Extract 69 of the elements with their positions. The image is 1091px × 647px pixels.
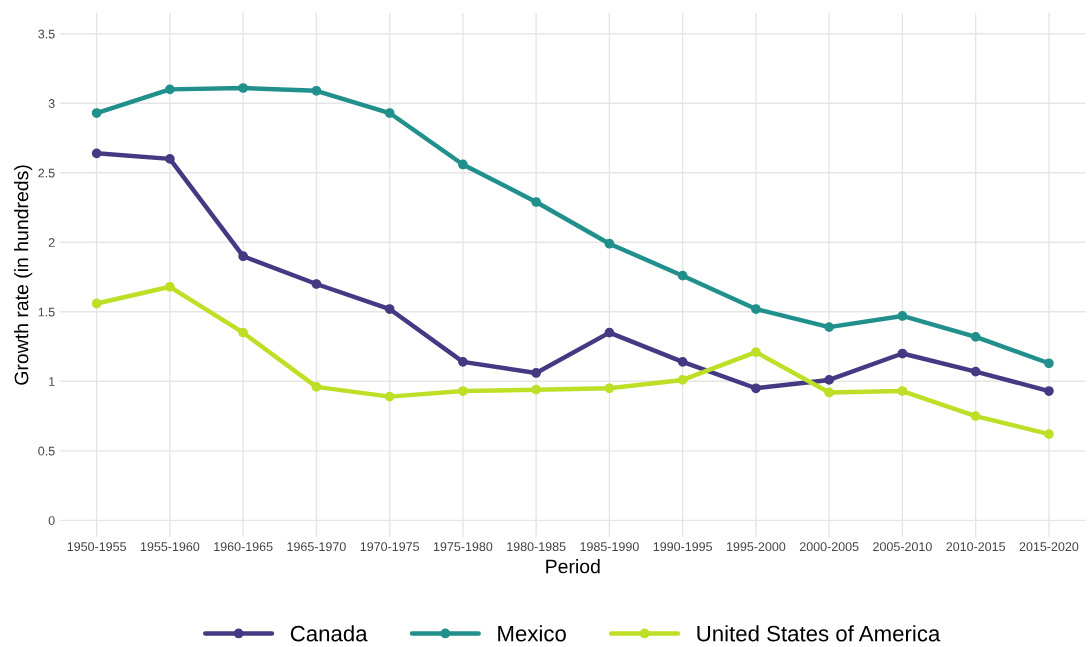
y-tick-label: 1.5 [38,307,55,317]
point [677,375,688,385]
point [238,251,248,262]
point [384,391,395,402]
point [311,85,322,96]
point [238,83,248,93]
y-tick-label: 3.5 [38,29,55,39]
point [897,386,908,396]
legend-label: Mexico [498,625,566,642]
x-tick-label: 2000-2005 [799,542,859,552]
point [604,238,615,249]
x-tick-label: 1975-1980 [433,542,493,552]
y-tick-label: 0 [48,516,55,525]
point [458,356,468,367]
point [751,304,761,314]
legend-label: Canada [290,625,368,642]
point [1044,429,1054,440]
point [458,386,468,396]
x-tick-label: 1960-1965 [214,542,273,552]
point [531,197,542,207]
y-tick-label: 3 [48,99,55,108]
x-tick-label: 1995-2000 [726,542,786,552]
point [897,311,908,321]
x-tick-label: 1955-1960 [140,542,200,552]
point [824,322,835,332]
point [970,331,981,342]
legend-label: United States of America [697,625,941,642]
x-tick-label: 2005-2010 [873,542,932,552]
point [531,368,542,378]
x-tick-label: 1990-1995 [653,542,713,552]
point [604,383,615,394]
point [1044,358,1054,369]
point [91,108,102,118]
y-tick-label: 2 [48,238,55,247]
point [1044,386,1054,396]
point [311,279,322,289]
x-tick-label: 1950-1955 [67,542,126,552]
point [751,383,761,394]
y-tick-label: 2.5 [38,168,55,178]
x-tick-label: 1970-1975 [360,542,420,552]
point [970,411,981,421]
point [531,384,542,395]
y-tick-label: 0.5 [38,446,55,456]
point [824,375,835,385]
x-tick-label: 2015-2020 [1019,542,1079,552]
point [970,366,981,377]
point [91,148,102,159]
point [824,387,835,398]
y-axis-title: Growth rate (in hundreds) [14,165,33,385]
point [604,327,615,338]
point [677,270,688,281]
x-tick-label: 1980-1985 [507,542,566,552]
point [91,298,102,309]
point [384,304,395,314]
x-axis-title: Period [546,559,600,574]
x-tick-label: 2010-2015 [946,542,1006,552]
point [165,154,175,164]
x-tick-label: 1985-1990 [580,542,639,552]
y-tick-label: 1 [49,377,55,386]
point [751,347,761,357]
point [897,348,908,359]
point [165,84,175,95]
point [458,159,468,170]
point [677,356,688,367]
point [165,281,175,292]
x-tick-label: 1965-1970 [287,542,346,552]
point [311,382,322,392]
point [238,327,248,338]
point [384,108,395,118]
